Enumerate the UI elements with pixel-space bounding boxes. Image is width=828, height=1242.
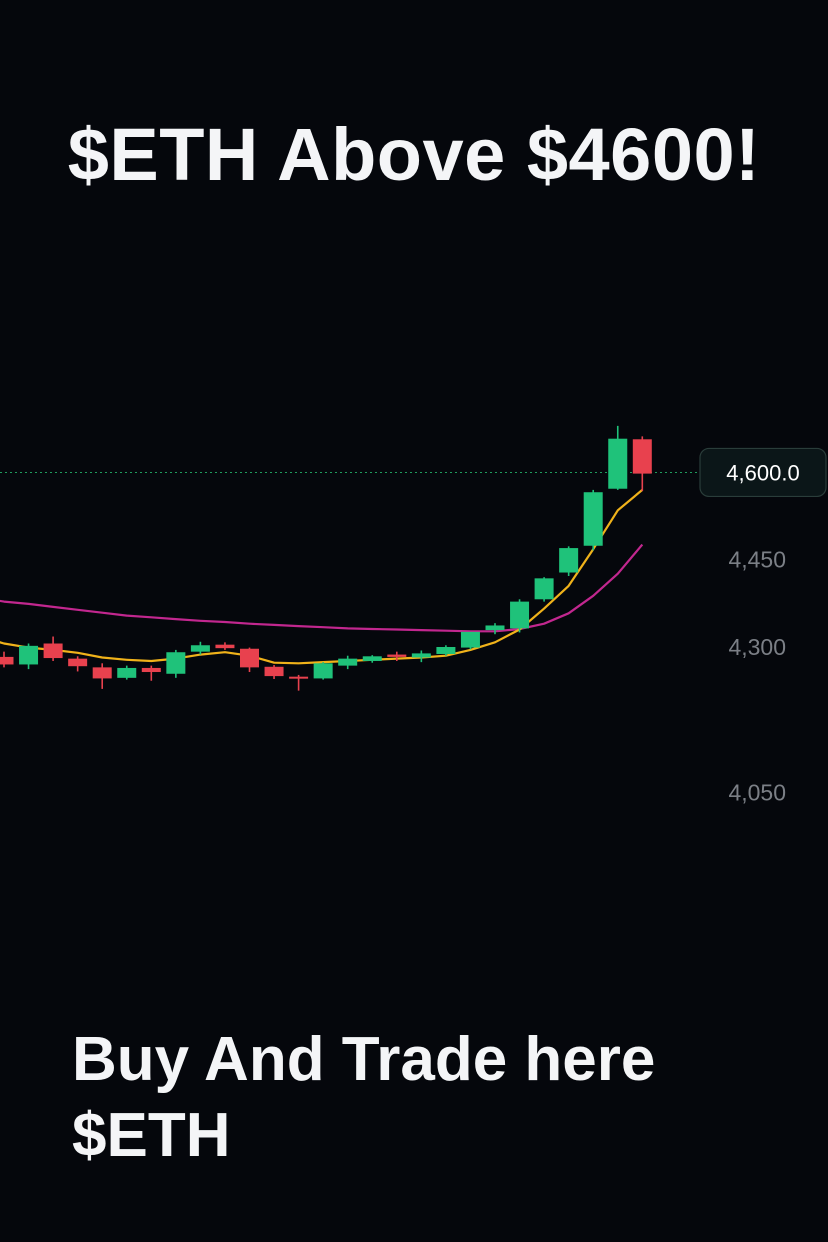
candle [264, 665, 284, 680]
candle [43, 636, 63, 661]
candle [436, 645, 456, 656]
candle [534, 577, 554, 602]
candle [510, 599, 530, 633]
candle [559, 546, 579, 577]
candle-body [313, 663, 333, 679]
candle [632, 436, 652, 492]
candle [583, 489, 603, 551]
candle [485, 623, 505, 635]
candle-body [43, 643, 63, 659]
candle [117, 665, 137, 680]
candle-body [92, 667, 112, 679]
candle-body [190, 645, 210, 652]
candle [19, 643, 39, 670]
candle [460, 631, 480, 650]
candle [362, 655, 382, 663]
cta-line-1: Buy And Trade here [72, 1025, 656, 1094]
candle [240, 647, 259, 673]
candle-body [510, 601, 530, 629]
candle-body [485, 625, 505, 631]
candle [68, 656, 88, 672]
candle-body [215, 644, 235, 649]
candle [338, 655, 358, 670]
candle [0, 651, 14, 668]
candle-body [608, 438, 628, 489]
cta-line-2: $ETH [72, 1101, 231, 1170]
candle-body [362, 656, 382, 661]
candle-body [264, 666, 284, 677]
candle-body [166, 652, 186, 674]
candle [190, 641, 210, 655]
candle [141, 665, 161, 681]
candle [289, 674, 309, 691]
price-tag-box [699, 447, 827, 498]
candle-body [583, 492, 603, 546]
candle-body [117, 667, 137, 678]
candle [608, 425, 628, 490]
moving-average-slow [0, 543, 644, 633]
candle-body [289, 676, 309, 679]
candle-body [559, 548, 579, 573]
price-tag-label: 4,600.0 [726, 460, 799, 485]
call-to-action: Buy And Trade here $ETH [72, 1022, 772, 1174]
candle [313, 662, 333, 680]
candle-body [411, 653, 431, 658]
candle [411, 650, 431, 663]
candle-body [387, 654, 407, 657]
current-price-tag: 4,600.0 [699, 447, 827, 498]
candle [166, 649, 186, 678]
candle-body [240, 648, 259, 668]
headline: $ETH Above $4600! [67, 113, 761, 196]
candle-body [460, 631, 480, 648]
candle [215, 642, 235, 650]
candle-body [632, 439, 652, 474]
y-tick-label: 4,300 [728, 634, 786, 660]
y-tick-label: 4,050 [728, 779, 786, 805]
candle-body [141, 667, 161, 673]
candle-body [436, 647, 456, 654]
candle [92, 663, 112, 689]
y-tick-label: 4,450 [728, 547, 786, 573]
candle-body [68, 658, 88, 667]
candle [387, 651, 407, 661]
candle-body [534, 578, 554, 600]
candle-body [19, 645, 39, 665]
candle-body [338, 658, 358, 666]
moving-average-fast [0, 489, 644, 665]
candle-body [0, 656, 14, 665]
